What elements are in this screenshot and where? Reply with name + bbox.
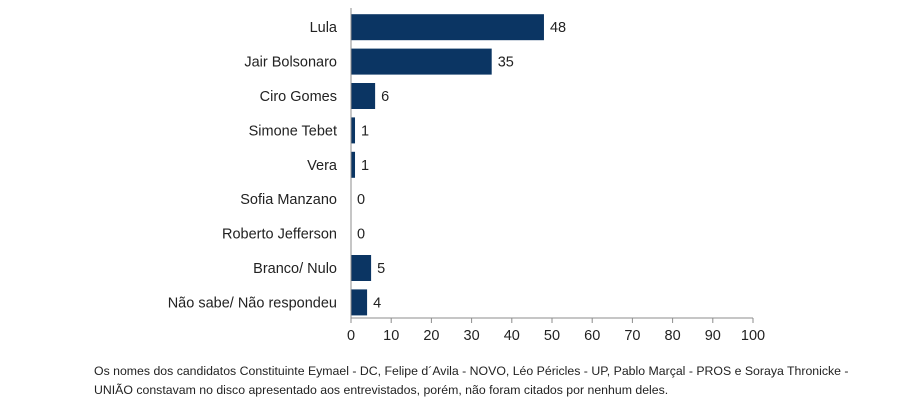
- value-label: 1: [361, 123, 369, 139]
- x-tick-label: 40: [504, 328, 520, 344]
- x-tick-label: 80: [665, 328, 681, 344]
- category-label: Lula: [310, 20, 338, 36]
- value-label: 35: [498, 55, 514, 71]
- bar-0: [351, 14, 544, 41]
- x-axis-tick-labels: 0 10 20 30 40 50 60 70 80 90 100: [347, 328, 765, 344]
- bar-3: [351, 117, 356, 144]
- category-label: Simone Tebet: [249, 123, 337, 139]
- x-tick-label: 100: [741, 328, 765, 344]
- value-label: 5: [377, 261, 385, 277]
- category-label: Vera: [307, 158, 338, 174]
- category-label: Jair Bolsonaro: [244, 55, 337, 71]
- x-tick-label: 90: [705, 328, 721, 344]
- bar-8: [351, 289, 368, 316]
- x-tick-label: 70: [624, 328, 640, 344]
- horizontal-bar-chart: Lula Jair Bolsonaro Ciro Gomes Simone Tebet…: [168, 8, 765, 344]
- x-tick-label: 60: [584, 328, 600, 344]
- x-tick-label: 10: [383, 328, 399, 344]
- bars-group: [351, 14, 544, 316]
- bar-2: [351, 83, 376, 109]
- bar-4: [351, 151, 356, 178]
- x-tick-label: 50: [544, 328, 560, 344]
- category-labels: Lula Jair Bolsonaro Ciro Gomes Simone Tebet…: [168, 20, 338, 311]
- x-tick-label: 30: [464, 328, 480, 344]
- value-label: 4: [373, 295, 381, 311]
- value-label: 48: [550, 20, 566, 36]
- x-tick-label: 20: [423, 328, 439, 344]
- value-label: 0: [357, 227, 365, 243]
- x-axis-ticks: [350, 318, 754, 323]
- category-label: Roberto Jefferson: [222, 227, 337, 243]
- value-labels: 48 35 6 1 1 0 0 5 4: [357, 20, 566, 311]
- footnote: Os nomes dos candidatos Constituinte Eym…: [94, 364, 849, 397]
- bar-1: [351, 48, 492, 75]
- category-label: Branco/ Nulo: [253, 261, 337, 277]
- value-label: 6: [381, 89, 389, 105]
- bar-7: [351, 255, 372, 281]
- category-label: Ciro Gomes: [260, 89, 337, 105]
- value-label: 1: [361, 158, 369, 174]
- value-label: 0: [357, 192, 365, 208]
- category-label: Não sabe/ Não respondeu: [168, 295, 337, 311]
- category-label: Sofia Manzano: [240, 192, 337, 208]
- x-tick-label: 0: [347, 328, 355, 344]
